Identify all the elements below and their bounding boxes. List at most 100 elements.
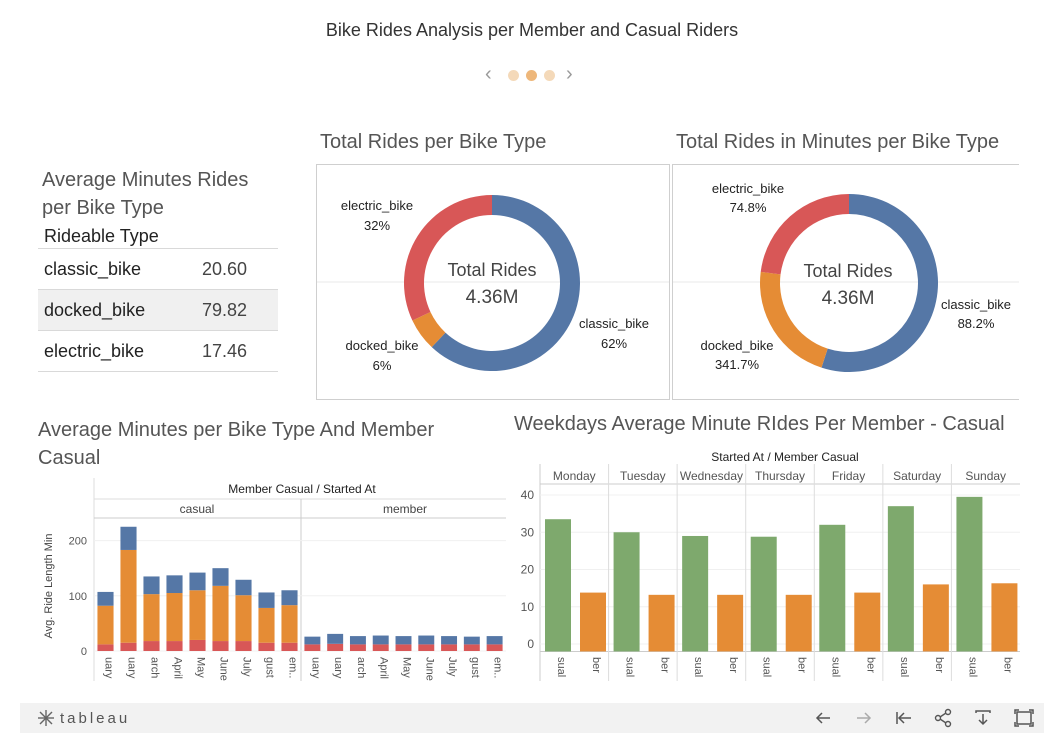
donut-slice-classic_bike[interactable]	[821, 194, 938, 372]
donut-rides-chart[interactable]: Total Rides 4.36M electric_bike 32% clas…	[317, 165, 669, 399]
donut-slice-docked_bike[interactable]	[760, 271, 828, 368]
bar-casual-electric[interactable]	[281, 642, 298, 651]
donut-slice-electric_bike[interactable]	[404, 195, 492, 321]
bar-casual-docked[interactable]	[97, 605, 114, 645]
table-row[interactable]: classic_bike 20.60	[38, 249, 278, 290]
bar-member-classic[interactable]	[372, 635, 389, 645]
bar-member-classic[interactable]	[463, 636, 480, 645]
bar-member-electric[interactable]	[327, 643, 344, 651]
bar-member-classic[interactable]	[304, 636, 321, 645]
bar-casual-classic[interactable]	[120, 526, 137, 550]
stacked-chart-header: Member Casual / Started At	[228, 482, 376, 496]
bar-member-electric[interactable]	[372, 644, 389, 651]
bar-member[interactable]	[580, 592, 606, 652]
chevron-right-icon[interactable]: ›	[566, 63, 573, 85]
bar-casual-classic[interactable]	[258, 592, 275, 608]
bar-casual-docked[interactable]	[143, 594, 160, 642]
pager-dot-2[interactable]	[526, 70, 537, 81]
bar-member-electric[interactable]	[418, 644, 435, 651]
bar-casual-electric[interactable]	[166, 641, 183, 651]
bar-casual[interactable]	[613, 532, 640, 652]
donut-minutes-panel[interactable]: Total Rides 4.36M electric_bike 74.8% cl…	[672, 164, 1019, 400]
donut-minutes-chart[interactable]: Total Rides 4.36M electric_bike 74.8% cl…	[673, 165, 1019, 399]
bar-member-classic[interactable]	[395, 636, 412, 645]
bar-member[interactable]	[991, 583, 1018, 652]
row-value: 17.46	[202, 341, 248, 361]
bar-member-electric[interactable]	[463, 644, 480, 651]
bar-casual-docked[interactable]	[235, 595, 252, 642]
x-tick-label: gust	[469, 657, 481, 678]
bar-casual-electric[interactable]	[143, 641, 160, 651]
download-icon[interactable]	[975, 710, 991, 726]
weekday-chart-panel[interactable]: Started At / Member Casual 0 10 20 30 40 Mond…	[510, 446, 1020, 681]
bar-member-electric[interactable]	[304, 644, 321, 651]
bar-casual-classic[interactable]	[189, 572, 206, 591]
stacked-bar-chart[interactable]: Member Casual / Started At casual member…	[30, 476, 510, 681]
bar-casual-docked[interactable]	[258, 607, 275, 643]
revert-icon[interactable]	[896, 712, 911, 724]
bar-member-electric[interactable]	[349, 644, 366, 651]
bar-member[interactable]	[854, 592, 881, 652]
bar-casual-electric[interactable]	[212, 641, 229, 651]
bar-casual-electric[interactable]	[258, 642, 275, 651]
bar-casual[interactable]	[887, 506, 914, 652]
bar-member-electric[interactable]	[441, 644, 458, 651]
redo-icon[interactable]	[857, 712, 872, 724]
bar-casual-classic[interactable]	[281, 590, 298, 606]
stacked-chart-panel[interactable]: Member Casual / Started At casual member…	[30, 476, 510, 681]
donut-slice-docked_bike[interactable]	[412, 311, 446, 348]
bar-member-classic[interactable]	[441, 636, 458, 645]
donut-slice-electric_bike[interactable]	[760, 194, 849, 275]
bar-member[interactable]	[717, 594, 744, 652]
row-type: electric_bike	[44, 341, 145, 361]
bar-casual-classic[interactable]	[97, 591, 114, 606]
y-tick-label: 200	[69, 536, 87, 548]
chevron-left-icon[interactable]: ‹	[485, 63, 492, 85]
bar-casual-classic[interactable]	[143, 576, 160, 595]
donut-rides-panel[interactable]: Total Rides 4.36M electric_bike 32% clas…	[316, 164, 670, 400]
x-tick-label: gust	[264, 657, 276, 678]
pager-dot-3[interactable]	[544, 70, 555, 81]
donut-slice-classic_bike[interactable]	[431, 195, 580, 371]
bar-member-classic[interactable]	[349, 636, 366, 645]
pager-dot-1[interactable]	[508, 70, 519, 81]
bar-casual-electric[interactable]	[120, 642, 137, 651]
table-row[interactable]: electric_bike 17.46	[38, 331, 278, 372]
bar-casual-docked[interactable]	[281, 605, 298, 643]
bar-casual-classic[interactable]	[235, 579, 252, 596]
bar-casual[interactable]	[956, 496, 983, 652]
bar-casual-docked[interactable]	[189, 590, 206, 640]
bar-casual[interactable]	[819, 524, 846, 652]
bar-member-electric[interactable]	[395, 644, 412, 651]
bar-casual[interactable]	[682, 535, 709, 652]
y-tick-label: 10	[521, 600, 535, 614]
bar-casual-electric[interactable]	[189, 639, 206, 651]
bar-casual[interactable]	[545, 519, 571, 652]
bar-casual-electric[interactable]	[97, 644, 114, 651]
bar-member[interactable]	[648, 594, 675, 652]
bar-casual[interactable]	[750, 536, 777, 652]
stacked-chart-title: Average Minutes per Bike Type And Member…	[38, 419, 435, 469]
tableau-logo-icon[interactable]: tableau	[38, 710, 130, 727]
bar-casual-electric[interactable]	[235, 641, 252, 651]
bar-casual-docked[interactable]	[212, 585, 229, 642]
fullscreen-icon[interactable]	[1014, 709, 1034, 727]
share-icon[interactable]	[934, 708, 952, 728]
dashboard-title: Bike Rides Analysis per Member and Casua…	[325, 20, 739, 40]
bar-member-electric[interactable]	[486, 644, 503, 651]
bar-casual-docked[interactable]	[166, 593, 183, 642]
row-value: 79.82	[202, 300, 248, 320]
bar-label: ber	[590, 657, 602, 673]
bar-member-classic[interactable]	[418, 635, 435, 645]
bar-member[interactable]	[785, 594, 812, 652]
bar-casual-classic[interactable]	[212, 568, 229, 586]
undo-icon[interactable]	[815, 712, 830, 724]
bar-member[interactable]	[922, 584, 949, 652]
weekday-bar-chart[interactable]: Started At / Member Casual 0 10 20 30 40 Mond…	[510, 446, 1020, 681]
bar-casual-docked[interactable]	[120, 549, 137, 643]
bar-casual-classic[interactable]	[166, 575, 183, 594]
bar-member-classic[interactable]	[486, 636, 503, 645]
table-row[interactable]: docked_bike 79.82	[38, 290, 278, 331]
slice-label-electric: electric_bike	[712, 181, 784, 196]
bar-member-classic[interactable]	[327, 633, 344, 644]
